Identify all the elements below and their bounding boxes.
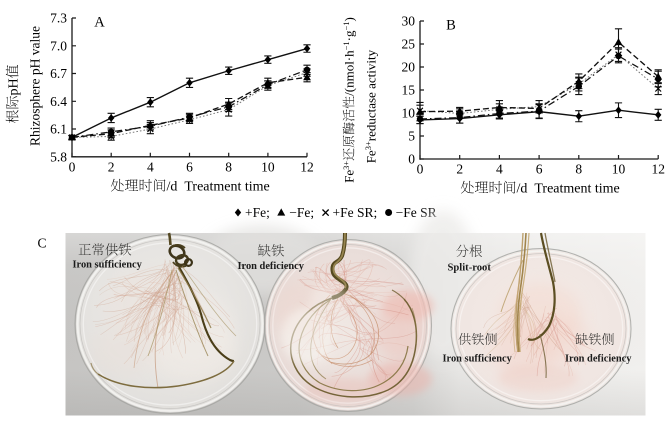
svg-text:pH: pH — [7, 78, 22, 95]
svg-text:Rhizosphere pH value: Rhizosphere pH value — [28, 26, 43, 146]
svg-text:6.4: 6.4 — [50, 94, 67, 109]
svg-text:10: 10 — [261, 159, 275, 174]
svg-text:+Fe SR;: +Fe SR; — [332, 205, 377, 220]
svg-text:/(nmol·h: /(nmol·h — [342, 50, 357, 96]
svg-text:4: 4 — [147, 159, 154, 174]
svg-text:A: A — [94, 15, 105, 31]
svg-text:10: 10 — [612, 162, 626, 177]
svg-text:6: 6 — [536, 162, 543, 177]
svg-text:3+: 3+ — [363, 141, 373, 150]
svg-text:/d Treatment time: /d Treatment time — [166, 180, 269, 195]
svg-text:Fe: Fe — [342, 170, 357, 183]
svg-text:25: 25 — [402, 37, 416, 52]
svg-text:12: 12 — [651, 162, 665, 177]
svg-text:2: 2 — [456, 162, 463, 177]
svg-text:8: 8 — [225, 159, 232, 174]
svg-text:7.0: 7.0 — [50, 38, 67, 53]
svg-text:5: 5 — [408, 129, 415, 144]
svg-text:15: 15 — [402, 83, 416, 98]
svg-text:−1: −1 — [341, 21, 351, 30]
svg-text:Fe: Fe — [364, 150, 379, 163]
svg-text:/d Treatment time: /d Treatment time — [516, 182, 619, 197]
svg-text:0: 0 — [69, 159, 76, 174]
svg-text:12: 12 — [300, 159, 314, 174]
svg-text:): ) — [342, 17, 357, 21]
svg-text:+Fe;: +Fe; — [245, 205, 270, 220]
svg-text:6: 6 — [186, 159, 193, 174]
svg-text:−Fe SR: −Fe SR — [396, 205, 437, 220]
svg-text:30: 30 — [402, 14, 416, 29]
svg-text:C: C — [37, 236, 46, 251]
svg-text:−1: −1 — [341, 41, 351, 50]
svg-text:5.8: 5.8 — [50, 149, 67, 164]
svg-text:6.1: 6.1 — [50, 122, 67, 137]
svg-text:·g: ·g — [342, 30, 357, 41]
svg-text:0: 0 — [408, 152, 415, 167]
svg-text:7.3: 7.3 — [50, 11, 67, 26]
svg-text:Iron deficiency: Iron deficiency — [238, 261, 305, 272]
svg-text:Iron sufficiency: Iron sufficiency — [443, 354, 513, 365]
svg-text:Split-root: Split-root — [448, 263, 492, 274]
svg-text:4: 4 — [496, 162, 503, 177]
svg-text:3+: 3+ — [341, 161, 351, 170]
svg-text:0: 0 — [417, 162, 424, 177]
svg-text:−Fe;: −Fe; — [289, 205, 314, 220]
svg-text:B: B — [446, 18, 456, 34]
svg-text:Iron sufficiency: Iron sufficiency — [73, 260, 143, 271]
svg-text:20: 20 — [402, 60, 416, 75]
svg-text:2: 2 — [108, 159, 115, 174]
svg-text:reductase activity: reductase activity — [364, 49, 379, 141]
svg-text:8: 8 — [575, 162, 582, 177]
svg-text:Iron deficiency: Iron deficiency — [565, 354, 632, 365]
svg-text:6.7: 6.7 — [50, 66, 67, 81]
svg-text:10: 10 — [402, 106, 416, 121]
